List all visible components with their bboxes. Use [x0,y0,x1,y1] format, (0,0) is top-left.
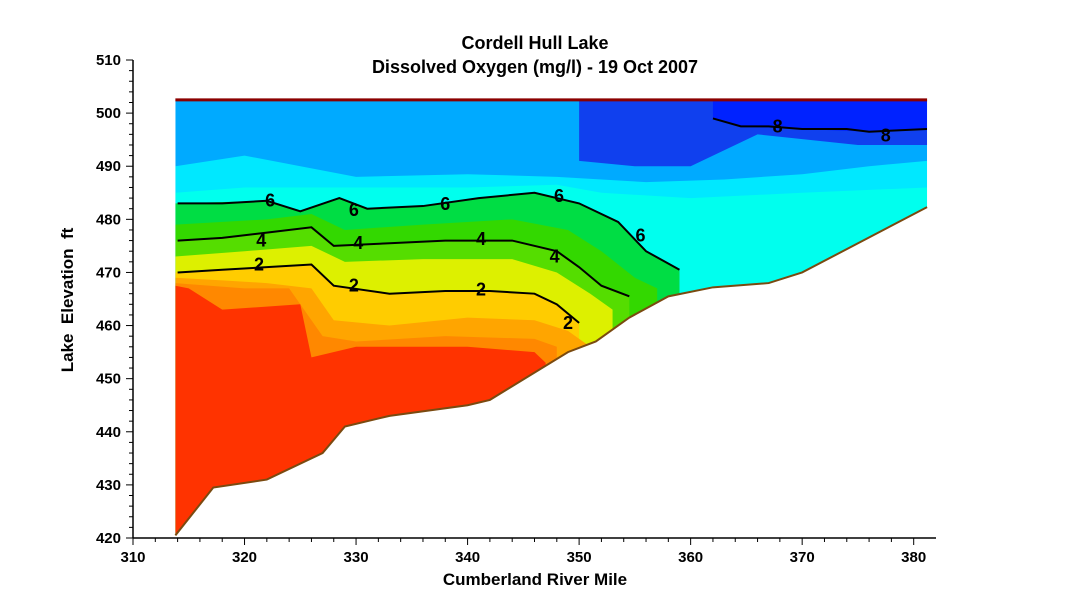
y-tick-label: 490 [96,158,121,175]
contour-line-6 [177,191,680,271]
do-band-8 [712,99,928,132]
chart-subtitle: Dissolved Oxygen (mg/l) - 19 Oct 2007 [371,57,699,77]
contour-label-4: 4 [476,229,486,249]
y-tick-label: 420 [96,530,121,547]
y-tick-label: 450 [96,371,121,388]
x-tick-label: 380 [901,549,926,566]
y-tick-label: 470 [96,264,121,281]
contour-label-6: 6 [635,225,645,245]
x-tick-label: 360 [678,549,703,566]
contour-label-4: 4 [256,231,266,251]
contour-label-2: 2 [476,279,486,299]
x-tick-label: 310 [120,549,145,566]
y-tick-label: 430 [96,477,121,494]
contour-label-4: 4 [550,247,560,267]
contour-label-6: 6 [554,186,564,206]
x-tick-label: 350 [567,549,592,566]
y-tick-label: 460 [96,318,121,335]
contour-label-4: 4 [353,233,363,253]
y-axis-label: Lake Elevation ft [58,227,77,373]
contour-label-6: 6 [440,194,450,214]
contour-line-8 [712,117,928,133]
y-tick-label: 440 [96,424,121,441]
y-tick-label: 480 [96,211,121,228]
contour-fill-group [175,99,928,536]
contour-label-2: 2 [254,254,264,274]
chart-title: Cordell Hull Lake [461,33,609,53]
contour-label-8: 8 [773,116,783,136]
bottom-profile-line [174,206,928,536]
contour-label-2: 2 [349,276,359,296]
contour-line-4 [177,226,630,298]
contour-label-6: 6 [349,200,359,220]
x-tick-label: 320 [232,549,257,566]
y-tick-label: 500 [96,105,121,122]
contour-line-2 [177,263,580,324]
x-tick-label: 340 [455,549,480,566]
y-tick-label: 510 [96,52,121,69]
x-tick-label: 370 [790,549,815,566]
contour-label-2: 2 [563,313,573,333]
x-axis-label: Cumberland River Mile [442,570,628,589]
x-tick-label: 330 [344,549,369,566]
contour-label-6: 6 [265,191,275,211]
contour-label-8: 8 [881,125,891,145]
